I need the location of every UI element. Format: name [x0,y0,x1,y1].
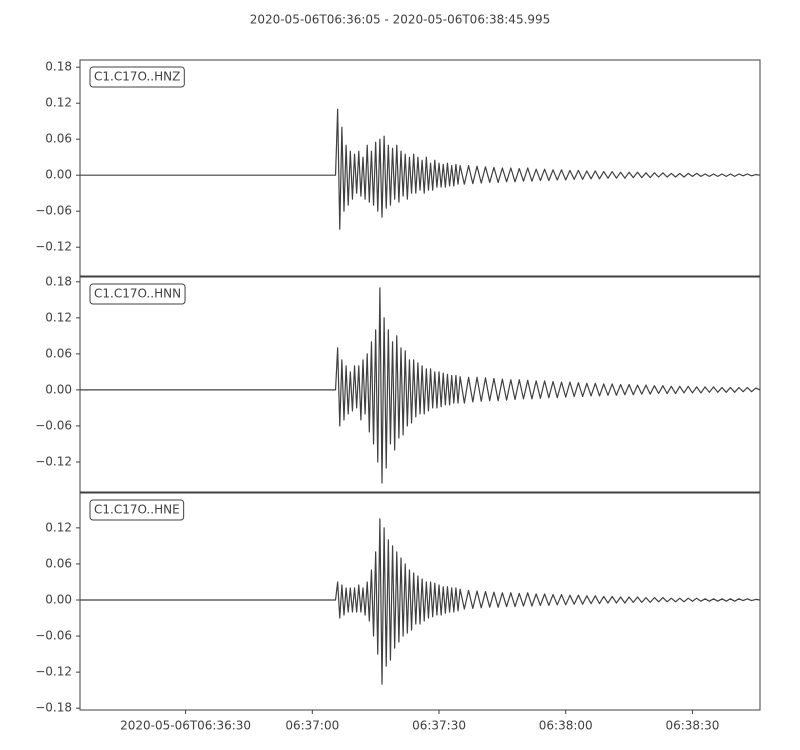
y-tick-label: −0.06 [35,204,72,218]
x-tick-label: 06:37:30 [412,719,466,733]
panel-frame [79,59,761,277]
y-tick-label: 0.00 [45,592,72,606]
waveform [80,518,761,685]
y-tick-label: 0.00 [45,382,72,396]
y-tick-label: 0.06 [45,556,72,570]
y-tick-label: 0.12 [45,520,72,534]
y-tick-label: −0.12 [35,240,72,254]
y-tick-label: −0.06 [35,418,72,432]
x-tick-label: 06:37:00 [285,719,339,733]
y-tick-label: −0.12 [35,454,72,468]
y-tick-label: 0.12 [45,96,72,110]
y-tick-label: 0.06 [45,132,72,146]
x-tick-label: 2020-05-06T06:36:30 [120,719,251,733]
y-tick-label: −0.12 [35,665,72,679]
trace-label: C1.C17O..HNE [94,503,180,517]
x-tick-label: 06:38:00 [539,719,593,733]
waveform [80,287,761,484]
trace-label-box [89,283,186,305]
waveform [80,108,761,230]
y-tick-label: 0.18 [45,60,72,74]
y-tick-label: 0.06 [45,346,72,360]
x-tick-label: 06:38:30 [665,719,719,733]
trace-label-box [89,66,185,88]
panel-frame [79,276,761,493]
y-tick-label: −0.18 [35,701,72,715]
y-tick-label: 0.00 [45,168,72,182]
y-tick-label: 0.12 [45,310,72,324]
y-tick-label: −0.06 [35,629,72,643]
trace-label: C1.C17O..HNZ [94,70,180,84]
y-tick-label: 0.18 [45,274,72,288]
chart-title: 2020-05-06T06:36:05 - 2020-05-06T06:38:4… [250,13,551,27]
panel-frame [79,492,761,711]
trace-label: C1.C17O..HNN [94,287,181,301]
trace-label-box [89,499,185,521]
